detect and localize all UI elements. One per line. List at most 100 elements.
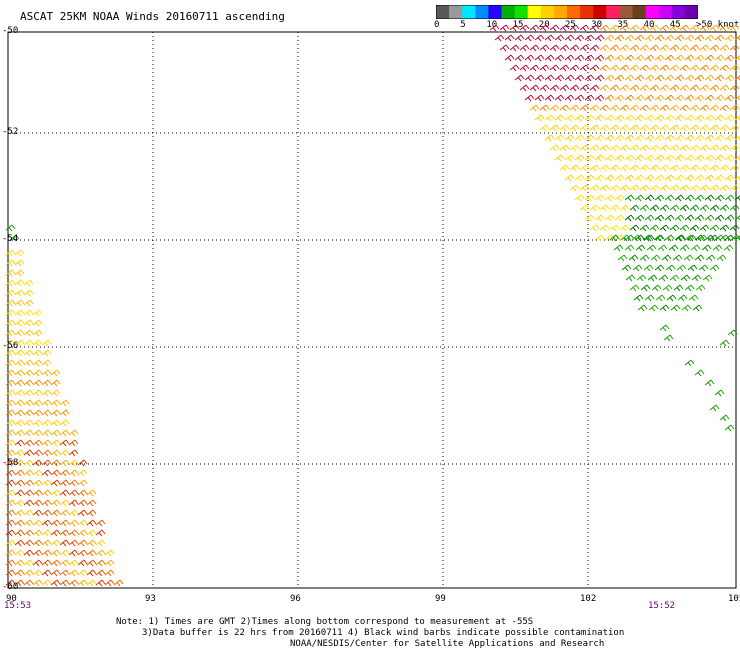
wind-barb — [644, 154, 655, 162]
wind-barb — [714, 154, 725, 162]
wind-barb — [113, 579, 124, 587]
wind-barb — [489, 24, 500, 32]
wind-barb — [669, 164, 680, 172]
wind-barb — [654, 134, 665, 142]
wind-barb — [651, 284, 662, 292]
wind-barb — [619, 204, 630, 212]
wind-barb — [694, 369, 705, 377]
wind-barb — [604, 214, 615, 222]
wind-barb — [604, 74, 615, 82]
wind-barb — [59, 479, 70, 487]
wind-barb — [675, 234, 686, 242]
wind-barb — [619, 224, 630, 232]
wind-barb — [584, 174, 595, 182]
wind-barb — [5, 369, 16, 377]
wind-barb — [68, 549, 79, 557]
wind-barb — [680, 274, 691, 282]
wind-barb — [664, 154, 675, 162]
wind-barb — [589, 164, 600, 172]
wind-barb — [77, 469, 88, 477]
wind-barb — [729, 224, 740, 232]
wind-barb — [714, 94, 725, 102]
wind-barb — [50, 429, 61, 437]
wind-barb — [519, 84, 530, 92]
wind-barb — [729, 124, 740, 132]
wind-barb — [59, 519, 70, 527]
wind-barb — [719, 124, 730, 132]
wind-barb — [694, 194, 705, 202]
wind-barb — [564, 34, 575, 42]
wind-barb — [50, 449, 61, 457]
wind-barb — [549, 24, 560, 32]
wind-barb — [604, 54, 615, 62]
wind-barb — [5, 579, 16, 587]
wind-barb — [50, 459, 61, 467]
wind-barb — [32, 349, 43, 357]
wind-barb — [614, 114, 625, 122]
wind-barb — [77, 489, 88, 497]
wind-barb — [664, 174, 675, 182]
wind-barb — [539, 24, 550, 32]
wind-barb — [639, 144, 650, 152]
wind-barb — [679, 224, 690, 232]
wind-barb — [23, 329, 34, 337]
wind-barb — [699, 44, 710, 52]
wind-barb — [569, 144, 580, 152]
wind-barb — [694, 154, 705, 162]
wind-barb — [77, 539, 88, 547]
wind-barb — [639, 24, 650, 32]
wind-barb — [23, 389, 34, 397]
wind-barb — [59, 419, 70, 427]
wind-barb — [544, 54, 555, 62]
wind-barb — [699, 64, 710, 72]
wind-barb — [50, 569, 61, 577]
wind-barb — [679, 144, 690, 152]
wind-barb — [539, 84, 550, 92]
wind-barb — [729, 144, 740, 152]
wind-barb — [644, 74, 655, 82]
wind-barb — [724, 154, 735, 162]
wind-barb — [41, 439, 52, 447]
wind-barb — [637, 304, 648, 312]
wind-barb — [659, 84, 670, 92]
wind-barb — [554, 74, 565, 82]
wind-barb — [629, 284, 640, 292]
wind-barb — [529, 84, 540, 92]
wind-barb — [704, 174, 715, 182]
scale-label: 40 — [643, 20, 655, 30]
wind-barb — [639, 104, 650, 112]
wind-barb — [579, 84, 590, 92]
wind-barb — [674, 54, 685, 62]
wind-barb — [86, 579, 97, 587]
wind-barb — [564, 174, 575, 182]
wind-barb — [654, 174, 665, 182]
wind-barb — [669, 104, 680, 112]
wind-barb — [41, 449, 52, 457]
wind-barb — [14, 279, 25, 287]
wind-barb — [619, 124, 630, 132]
wind-barb — [659, 164, 670, 172]
wind-barb — [23, 549, 34, 557]
wind-barb — [599, 24, 610, 32]
wind-barb — [684, 74, 695, 82]
wind-barb — [564, 74, 575, 82]
wind-barb — [23, 449, 34, 457]
wind-barb — [68, 539, 79, 547]
wind-barb — [669, 124, 680, 132]
wind-barb — [23, 489, 34, 497]
wind-barb — [654, 54, 665, 62]
wind-barb — [32, 429, 43, 437]
wind-barb — [50, 529, 61, 537]
wind-barb — [695, 284, 706, 292]
wind-barb — [687, 264, 698, 272]
wind-barb — [604, 94, 615, 102]
wind-barb — [674, 214, 685, 222]
wind-barb — [574, 134, 585, 142]
wind-barb — [644, 134, 655, 142]
wind-barb — [504, 34, 515, 42]
wind-barb — [569, 24, 580, 32]
wind-barb — [624, 244, 635, 252]
wind-barb — [86, 499, 97, 507]
wind-barb — [649, 44, 660, 52]
wind-barb — [584, 134, 595, 142]
